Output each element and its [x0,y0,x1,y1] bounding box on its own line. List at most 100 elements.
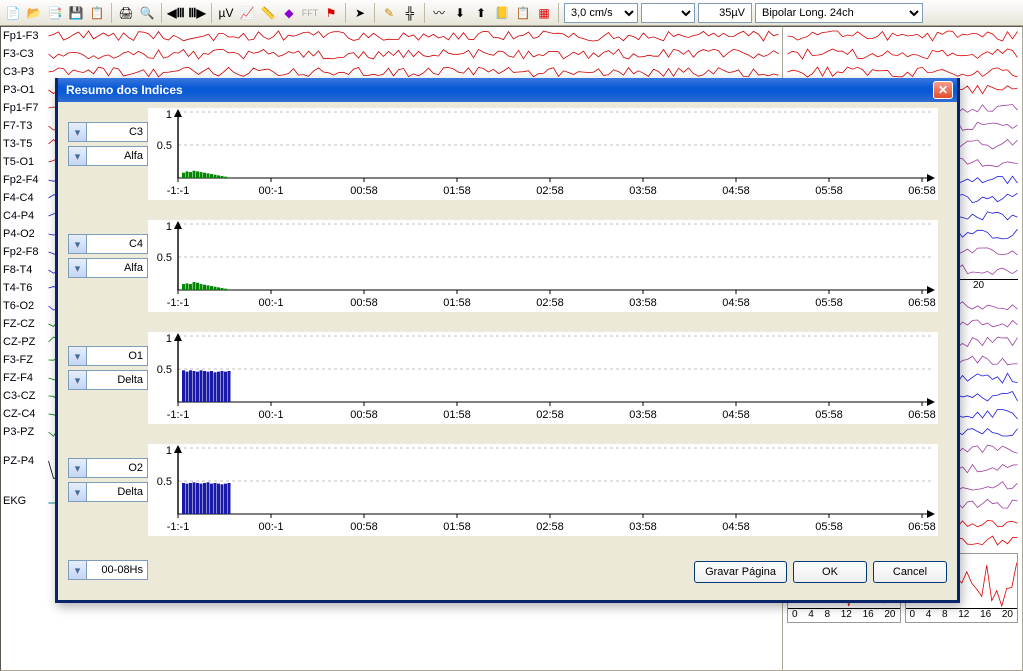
svg-text:06:58: 06:58 [908,409,936,421]
selector-dropdown[interactable]: ▾Alfa [68,146,148,166]
channel-waveform [783,45,1022,63]
print-icon[interactable]: 🖨 [117,4,135,22]
svg-text:00:-1: 00:-1 [258,521,283,533]
svg-text:1: 1 [166,221,172,233]
svg-text:06:58: 06:58 [908,297,936,309]
svg-text:1: 1 [166,445,172,457]
tool-icon-5[interactable]: 📋 [88,4,106,22]
time-range-select[interactable]: ▾00-08Hs [68,560,148,580]
svg-text:04:58: 04:58 [722,409,750,421]
thumbnail-axis: 048121620 [906,608,1018,622]
tool-icon-3[interactable]: 📑 [46,4,64,22]
channel-label: EKG [1,495,45,507]
forward-icon[interactable]: Ⅲ▶ [188,4,206,22]
measure-icon[interactable]: µV [217,4,235,22]
selector-dropdown[interactable]: ▾Delta [68,370,148,390]
chevron-down-icon[interactable]: ▾ [69,147,87,165]
tool-icon-4[interactable]: 💾 [67,4,85,22]
svg-text:05:58: 05:58 [815,185,843,197]
svg-text:06:58: 06:58 [908,521,936,533]
main-toolbar: 📄 📂 📑 💾 📋 🖨 🔍 ◀Ⅲ Ⅲ▶ µV 📈 📏 ◆ FFT ⚑ ➤ ✎ ╬… [0,0,1023,26]
selector-dropdown[interactable]: ▾C4 [68,234,148,254]
chart-area: 10.5-1:-100:-100:5801:5802:5803:5804:580… [148,108,947,200]
axis-tick: 0 [792,609,798,622]
fft-icon[interactable]: FFT [301,4,319,22]
ruler-icon[interactable]: 📏 [259,4,277,22]
chevron-down-icon[interactable]: ▾ [69,347,87,365]
cancel-button[interactable]: Cancel [873,561,947,583]
wave-icon-2[interactable]: ⬇ [451,4,469,22]
svg-text:0.5: 0.5 [157,252,172,264]
record-page-button[interactable]: Gravar Página [694,561,787,583]
svg-text:00:-1: 00:-1 [258,185,283,197]
chevron-down-icon[interactable]: ▾ [69,123,87,141]
selector-dropdown[interactable]: ▾O2 [68,458,148,478]
channel-label: CZ-C4 [1,408,45,420]
selector-dropdown[interactable]: ▾Delta [68,482,148,502]
channel-label: P3-O1 [1,84,45,96]
svg-text:05:58: 05:58 [815,409,843,421]
selector-dropdown[interactable]: ▾C3 [68,122,148,142]
channel-label: Fp2-F8 [1,246,45,258]
rewind-icon[interactable]: ◀Ⅲ [167,4,185,22]
grid-icon[interactable]: ▦ [535,4,553,22]
svg-text:00:58: 00:58 [350,185,378,197]
close-icon[interactable]: ✕ [933,81,953,99]
svg-text:-1:-1: -1:-1 [167,409,190,421]
copy-icon[interactable]: 📋 [514,4,532,22]
tool-icon-1[interactable]: 📄 [4,4,22,22]
montage-select[interactable]: Bipolar Long. 24ch [755,3,923,23]
channel-label: PZ-P4 [1,455,45,467]
svg-text:03:58: 03:58 [629,521,657,533]
blank-select[interactable] [641,3,695,23]
channel-label: F3-C3 [1,48,45,60]
chevron-down-icon[interactable]: ▾ [69,371,87,389]
chart-area: 10.5-1:-100:-100:5801:5802:5803:5804:580… [148,444,947,536]
selector-label: Alfa [87,259,147,277]
wave-icon-3[interactable]: ⬆ [472,4,490,22]
toolbar-separator [111,3,112,23]
cursor-icon[interactable]: ➤ [351,4,369,22]
tool-icon-2[interactable]: 📂 [25,4,43,22]
flag-icon[interactable]: ⚑ [322,4,340,22]
chevron-down-icon[interactable]: ▾ [69,459,87,477]
index-chart: 10.5-1:-100:-100:5801:5802:5803:5804:580… [148,332,938,424]
chevron-down-icon[interactable]: ▾ [69,561,87,579]
thumbnail-axis: 048121620 [788,608,900,622]
svg-text:02:58: 02:58 [536,521,564,533]
svg-text:-1:-1: -1:-1 [167,521,190,533]
ok-button[interactable]: OK [793,561,867,583]
filter-icon[interactable]: ◆ [280,4,298,22]
svg-text:02:58: 02:58 [536,409,564,421]
channel-row[interactable]: F3-C3 [1,45,782,63]
selector-dropdown[interactable]: ▾O1 [68,346,148,366]
axis-tick: 4 [926,609,932,622]
selector-label: Delta [87,483,147,501]
index-chart: 10.5-1:-100:-100:5801:5802:5803:5804:580… [148,444,938,536]
selector-dropdown[interactable]: ▾Alfa [68,258,148,278]
chart-row: ▾C4▾Alfa10.5-1:-100:-100:5801:5802:5803:… [68,220,947,328]
chevron-down-icon[interactable]: ▾ [69,259,87,277]
split-icon[interactable]: ╬ [401,4,419,22]
chevron-down-icon[interactable]: ▾ [69,235,87,253]
index-chart: 10.5-1:-100:-100:5801:5802:5803:5804:580… [148,108,938,200]
axis-tick: 12 [958,609,969,622]
axis-tick: 16 [863,609,874,622]
chevron-down-icon[interactable]: ▾ [69,483,87,501]
wave-icon-1[interactable]: 〰 [430,4,448,22]
speed-select[interactable]: 3,0 cm/s [564,3,638,23]
svg-text:00:-1: 00:-1 [258,297,283,309]
selector-label: O1 [87,347,147,365]
chart-area: 10.5-1:-100:-100:5801:5802:5803:5804:580… [148,332,947,424]
channel-row[interactable]: Fp1-F3 [1,27,782,45]
graph-icon[interactable]: 📈 [238,4,256,22]
edit-icon[interactable]: ✎ [380,4,398,22]
dialog-titlebar[interactable]: Resumo dos Indices ✕ [58,78,957,102]
channel-row-right [783,45,1022,63]
axis-tick: 20 [884,609,895,622]
index-chart: 10.5-1:-100:-100:5801:5802:5803:5804:580… [148,220,938,312]
notes-icon[interactable]: 📒 [493,4,511,22]
channel-row-right [783,27,1022,45]
channel-label: F4-C4 [1,192,45,204]
preview-icon[interactable]: 🔍 [138,4,156,22]
